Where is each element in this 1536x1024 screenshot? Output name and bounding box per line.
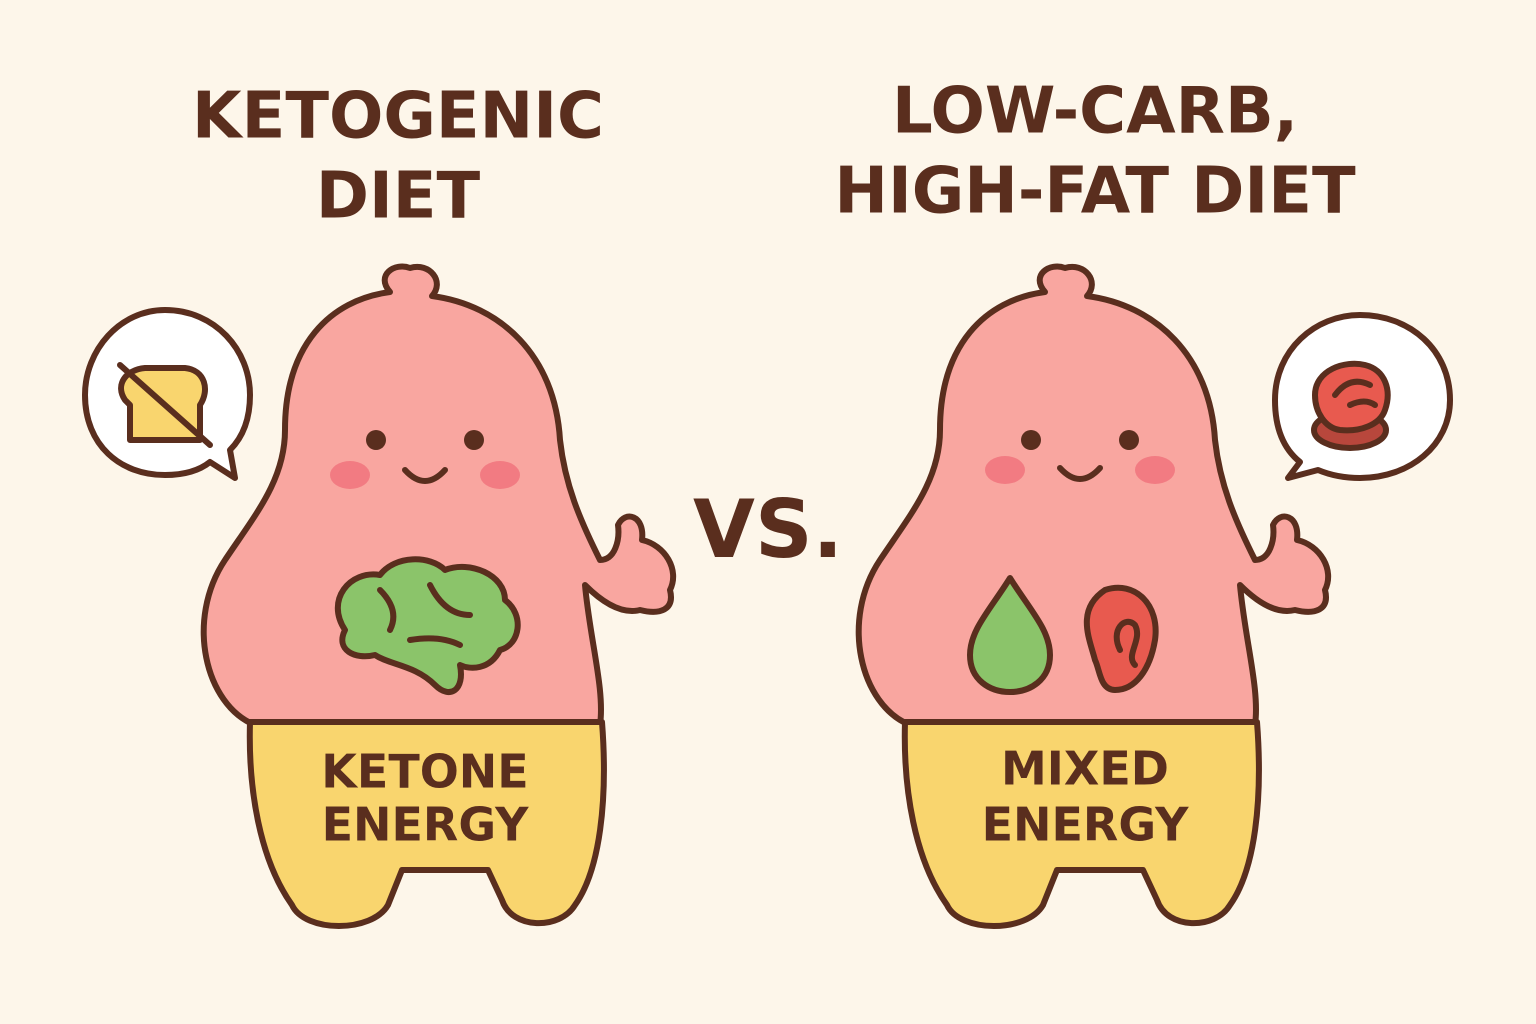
- versus: VS.: [693, 483, 843, 576]
- left-character: KETONE ENERGY: [82, 263, 677, 929]
- left-title: DIET: [316, 160, 481, 234]
- right-label: MIXED: [1001, 742, 1169, 796]
- left-label: KETONE: [321, 745, 528, 799]
- right-character: MIXED ENERGY: [855, 263, 1453, 929]
- right-label: ENERGY: [982, 798, 1190, 852]
- left-title: KETOGENIC: [192, 80, 604, 154]
- left-label: ENERGY: [322, 798, 530, 852]
- right-title: LOW-CARB,: [892, 75, 1298, 149]
- right-title: HIGH-FAT DIET: [834, 155, 1356, 229]
